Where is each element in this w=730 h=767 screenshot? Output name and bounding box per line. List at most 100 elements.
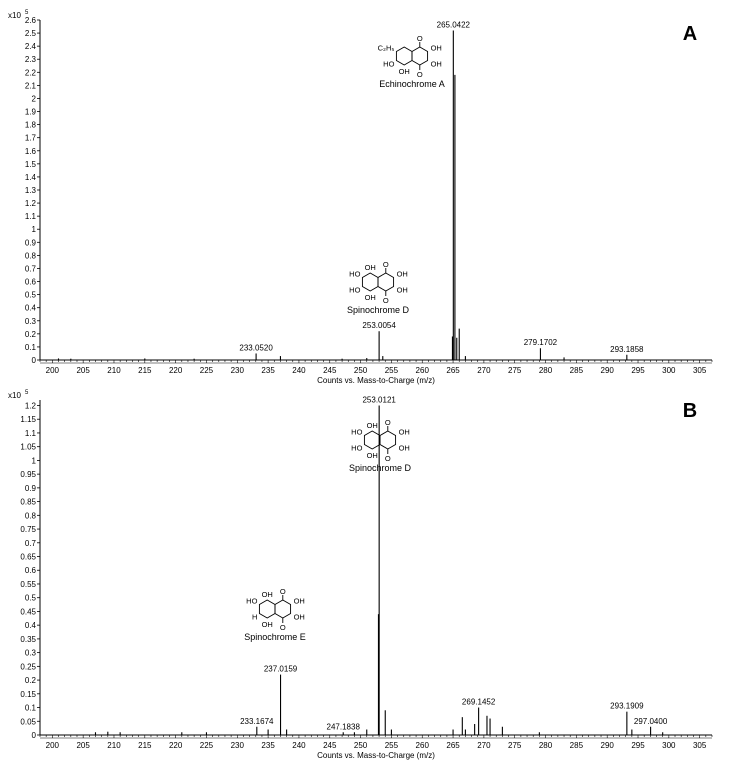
y-tick-label: 1.3: [25, 186, 37, 195]
y-tick-label: 0.5: [25, 594, 37, 603]
y-tick-label: 0.6: [25, 566, 37, 575]
x-tick-label: 225: [200, 366, 214, 375]
peak-label: 279.1702: [524, 338, 558, 347]
y-tick-label: 0.6: [25, 278, 37, 287]
structure-atom: O: [280, 623, 286, 632]
structure-atom: OH: [262, 620, 273, 629]
x-tick-label: 220: [169, 741, 183, 750]
structure-atom: O: [280, 587, 286, 596]
y-tick-label: 2.5: [25, 29, 37, 38]
y-tick-label: 1.4: [25, 173, 37, 182]
structure-atom: O: [383, 260, 389, 269]
structure-atom: O: [383, 296, 389, 305]
x-tick-label: 275: [508, 741, 522, 750]
peak-label: 253.0121: [362, 395, 396, 404]
structure-substituent: C₂H₅: [378, 44, 395, 53]
y-tick-label: 0.7: [25, 539, 37, 548]
structure-substituent: HO: [351, 444, 362, 453]
x-tick-label: 210: [107, 366, 121, 375]
x-tick-label: 220: [169, 366, 183, 375]
structure-atom: O: [385, 454, 391, 463]
y-tick-label: 0.75: [20, 525, 36, 534]
structure-substituent: HO: [246, 597, 257, 606]
x-tick-label: 200: [46, 366, 60, 375]
structure-atom: O: [417, 70, 423, 79]
y-tick-label: 1.1: [25, 429, 37, 438]
structure-substituent: HO: [351, 428, 362, 437]
structure-atom: OH: [397, 286, 408, 295]
peak-label: 237.0159: [264, 665, 298, 674]
spectrum-panel-a: 0 0.1 0.2 0.3 0.4 0.5 0.6 0.7 0.8 0.9 1 1.1 1.2 1.3 1.…: [8, 10, 713, 385]
y-tick-label: 0.95: [20, 470, 36, 479]
structure-substituent: HO: [383, 60, 394, 69]
y-tick-label: 1.15: [20, 415, 36, 424]
x-tick-label: 305: [693, 366, 707, 375]
spectrum-panel-b: 0 0.05 0.1 0.15 0.2 0.25 0.3 0.35 0.4 0.45 0.5 0.55…: [8, 390, 713, 760]
y-tick-label: 0.2: [25, 330, 37, 339]
structure-name: Spinochrome D: [349, 463, 412, 473]
x-tick-label: 255: [385, 741, 399, 750]
y-tick-label: 0: [32, 356, 37, 365]
structure-atom: OH: [367, 421, 378, 430]
structure-substituent: H: [252, 613, 257, 622]
x-tick-label: 265: [446, 741, 460, 750]
structure-atom: OH: [365, 293, 376, 302]
x-tick-label: 205: [76, 366, 90, 375]
structure-atom: OH: [399, 67, 410, 76]
y-tick-label: 1.9: [25, 108, 37, 117]
y-tick-label: 1: [32, 456, 37, 465]
x-tick-label: 275: [508, 366, 522, 375]
y-tick-label: 2.2: [25, 68, 37, 77]
y-tick-label: 0: [32, 731, 37, 740]
x-tick-label: 270: [477, 741, 491, 750]
structure-atom: OH: [431, 60, 442, 69]
y-tick-label: 1.8: [25, 121, 37, 130]
x-tick-label: 215: [138, 741, 152, 750]
structure-atom: OH: [367, 451, 378, 460]
y-scale-exponent: 5: [25, 390, 29, 396]
structure-atom: OH: [397, 270, 408, 279]
x-tick-label: 295: [631, 741, 645, 750]
panel-label: A: [683, 23, 697, 45]
x-tick-label: 215: [138, 366, 152, 375]
structure-atom: O: [385, 418, 391, 427]
x-tick-label: 305: [693, 741, 707, 750]
x-tick-label: 250: [354, 366, 368, 375]
x-tick-label: 200: [46, 741, 60, 750]
panel-label: B: [683, 400, 697, 422]
structure-atom: OH: [399, 428, 410, 437]
peak-label: 297.0400: [634, 717, 668, 726]
y-tick-label: 0.8: [25, 511, 37, 520]
chemical-structure: O O OH OH OH OH HO HO Spinochrome D: [349, 418, 412, 473]
structure-atom: O: [417, 34, 423, 43]
y-tick-label: 1.6: [25, 147, 37, 156]
y-tick-label: 2.4: [25, 42, 37, 51]
x-tick-label: 280: [539, 366, 553, 375]
x-tick-label: 285: [570, 741, 584, 750]
x-tick-label: 210: [107, 741, 121, 750]
peak-label: 269.1452: [462, 698, 496, 707]
peak-label: 265.0422: [437, 20, 471, 29]
x-tick-label: 245: [323, 366, 337, 375]
y-tick-label: 1.05: [20, 443, 36, 452]
y-tick-label: 1: [32, 225, 37, 234]
x-tick-label: 235: [261, 366, 275, 375]
y-tick-label: 1.7: [25, 134, 37, 143]
y-tick-label: 0.15: [20, 690, 36, 699]
y-tick-label: 1.2: [25, 401, 37, 410]
y-tick-label: 1.2: [25, 199, 37, 208]
y-tick-label: 0.25: [20, 662, 36, 671]
y-tick-label: 2: [32, 94, 37, 103]
chemical-structure: O O OH OH OH OH HO H Spinochrome E: [244, 587, 306, 642]
structure-name: Echinochrome A: [379, 79, 445, 89]
structure-atom: OH: [262, 590, 273, 599]
chemical-structure: O O OH OH OH C₂H₅ HO Echinochrome A: [378, 34, 445, 89]
y-tick-label: 0.65: [20, 553, 36, 562]
structure-substituent: HO: [349, 286, 360, 295]
y-scale-exponent: 5: [25, 10, 29, 16]
x-tick-label: 295: [631, 366, 645, 375]
y-tick-label: 0.35: [20, 635, 36, 644]
x-tick-label: 225: [200, 741, 214, 750]
x-axis-label: Counts vs. Mass-to-Charge (m/z): [317, 751, 435, 760]
x-tick-label: 285: [570, 366, 584, 375]
